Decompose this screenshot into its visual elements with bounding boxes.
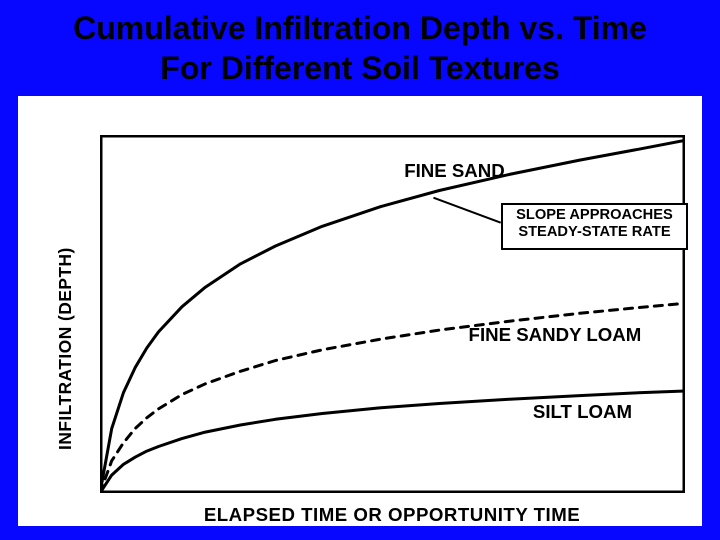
slide-root: Cumulative Infiltration Depth vs. Time F… (0, 0, 720, 540)
chart-panel: INFILTRATION (DEPTH) ELAPSED TIME OR OPP… (18, 96, 702, 526)
annotation-box: SLOPE APPROACHES STEADY-STATE RATE (501, 203, 689, 250)
series-label: FINE SAND (404, 160, 505, 182)
series-label: FINE SANDY LOAM (469, 324, 642, 346)
slide-title: Cumulative Infiltration Depth vs. Time F… (0, 8, 720, 88)
annotation-line-2: STEADY-STATE RATE (507, 224, 683, 241)
title-line-1: Cumulative Infiltration Depth vs. Time (0, 8, 720, 48)
annotation-line-1: SLOPE APPROACHES (507, 207, 683, 224)
title-line-2: For Different Soil Textures (0, 48, 720, 88)
plot-area (100, 135, 685, 493)
x-axis-label: ELAPSED TIME OR OPPORTUNITY TIME (172, 504, 612, 526)
y-axis-label: INFILTRATION (DEPTH) (55, 247, 76, 450)
series-label: SILT LOAM (533, 401, 632, 423)
